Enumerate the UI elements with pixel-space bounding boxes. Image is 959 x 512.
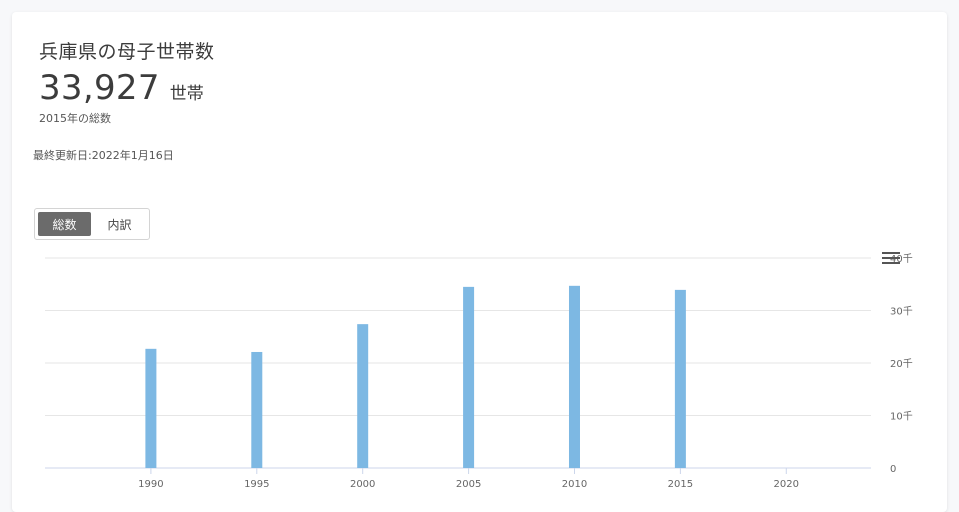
- y-tick-label: 30千: [890, 306, 913, 318]
- bar-2005: [463, 287, 474, 468]
- bar-2000: [357, 324, 368, 468]
- bar-2015: [675, 290, 686, 468]
- x-tick-label: 2010: [562, 479, 587, 490]
- y-tick-label: 0: [890, 464, 896, 475]
- x-tick-label: 1990: [138, 479, 163, 490]
- bar-1995: [251, 352, 262, 468]
- x-tick-label: 2015: [668, 479, 693, 490]
- x-tick-label: 2000: [350, 479, 375, 490]
- bar-1990: [145, 349, 156, 468]
- bar-2010: [569, 286, 580, 468]
- y-tick-label: 20千: [890, 358, 913, 370]
- x-tick-label: 2005: [456, 479, 481, 490]
- x-tick-label: 2020: [774, 479, 799, 490]
- x-tick-label: 1995: [244, 479, 269, 490]
- y-tick-label: 10千: [890, 411, 913, 423]
- hamburger-menu-icon[interactable]: [882, 252, 900, 266]
